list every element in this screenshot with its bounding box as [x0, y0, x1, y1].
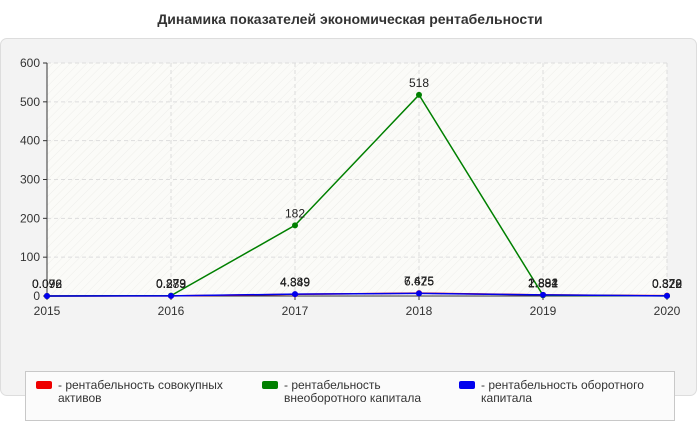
chart-title: Динамика показателей экономическая рента… [157, 11, 543, 27]
legend-label: - рентабельность внеоборотного капитала [284, 378, 421, 405]
x-tick-label: 2016 [158, 304, 185, 318]
data-point [292, 291, 298, 298]
y-tick-label: 200 [20, 211, 40, 225]
data-point [292, 222, 298, 229]
data-point [664, 292, 670, 299]
data-labels-layer: 0.076 0.273 4.349 7.475 2.884 0.878 0.096 0.879… [32, 76, 682, 291]
data-point [416, 91, 422, 98]
y-tick-label: 300 [20, 173, 40, 187]
x-tick-label: 2015 [34, 304, 61, 318]
data-label: 4.889 [280, 275, 310, 289]
data-label: 182 [285, 206, 305, 220]
y-tick-label: 500 [20, 95, 40, 109]
series-line-3 [46, 292, 668, 297]
data-label: 0.878 [652, 277, 682, 291]
data-label: 0.289 [156, 277, 186, 291]
legend-label: - рентабельность оборотного капитала [481, 378, 644, 405]
y-tick-label: 600 [20, 56, 40, 70]
y-tick-label: 0 [33, 289, 40, 303]
y-tick-label: 100 [20, 250, 40, 264]
legend-swatch-green [262, 381, 278, 389]
data-label: 6.625 [404, 274, 434, 288]
data-point [416, 290, 422, 297]
data-label: 0.076 [32, 277, 62, 291]
data-point [540, 291, 546, 298]
y-tick-label: 400 [20, 134, 40, 148]
chart-panel: 0 100 200 300 400 500 600 2015 2016 2017 2018 2019 2… [0, 38, 697, 421]
legend-label: - рентабельность совокупных активов [58, 378, 223, 405]
x-tick-label: 2020 [654, 304, 681, 318]
data-point [44, 292, 50, 299]
data-label: 2.884 [528, 276, 558, 290]
x-tick-label: 2019 [530, 304, 557, 318]
data-label: 4.349 [280, 275, 310, 289]
axes: 0 100 200 300 400 500 600 2015 2016 2017 2018 2019 2… [20, 56, 681, 318]
legend-swatch-red [36, 381, 52, 389]
x-tick-label: 2017 [282, 304, 309, 318]
line-chart: 0 100 200 300 400 500 600 2015 2016 2017 2018 2019 2… [20, 56, 682, 318]
grid-lines [47, 62, 668, 296]
data-label: 0.322 [652, 277, 682, 291]
data-label: 0.329 [652, 277, 682, 291]
data-label: 0.092 [32, 277, 62, 291]
chart-legend: - рентабельность совокупных активов - ре… [25, 371, 675, 421]
data-label: 518 [409, 76, 429, 90]
data-label: 0.879 [156, 277, 186, 291]
legend-swatch-blue [459, 381, 475, 389]
x-tick-label: 2018 [406, 304, 433, 318]
data-label: 2.892 [528, 276, 558, 290]
data-point [168, 292, 174, 299]
data-label: 1.881 [528, 276, 558, 290]
data-label: 0.096 [32, 277, 62, 291]
data-label: 0.273 [156, 277, 186, 291]
series-layer [44, 91, 670, 299]
data-label: 7.475 [404, 274, 434, 288]
